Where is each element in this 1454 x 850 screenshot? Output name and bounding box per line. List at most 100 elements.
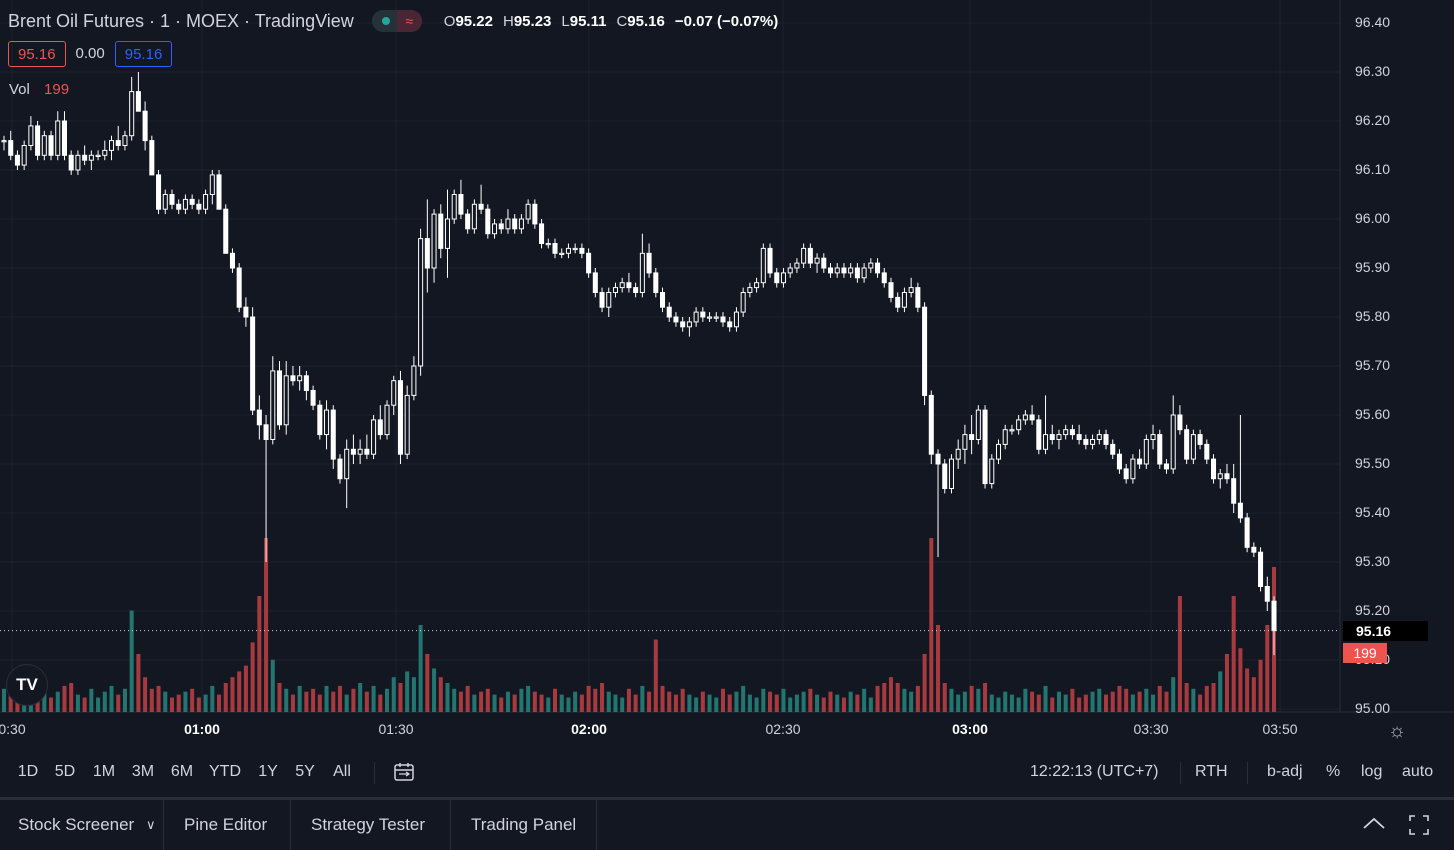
candle-up [606,292,612,308]
candle-up [492,223,498,235]
settings-gear-icon[interactable]: ☼ [1387,720,1407,742]
tab-pine-editor[interactable]: Pine Editor [164,800,291,850]
volume-bar [364,691,369,712]
volume-bar [203,694,208,712]
volume-legend[interactable]: Vol 199 [9,81,69,98]
ohlc-open: O95.22 [443,12,493,30]
volume-bar [169,697,175,712]
candle-down [1264,586,1270,602]
volume-bar [1070,688,1075,712]
candle-up [283,375,289,426]
candle-up [1002,429,1008,445]
volume-bar [875,685,880,712]
candle-down [1271,600,1277,632]
auto-toggle[interactable]: auto [1402,763,1434,780]
candle-up [901,292,907,308]
candle-down [969,434,975,441]
candle-up [1150,434,1156,441]
tab-label: Pine Editor [184,815,268,834]
candle-down [236,267,242,308]
candle-down [532,203,538,225]
volume-bar [835,694,840,712]
go-to-date-icon[interactable] [393,761,415,783]
volume-bar [1265,625,1270,712]
candle-up [1,140,7,143]
buy-price-button[interactable]: 95.16 [114,41,173,67]
range-button-ytd[interactable]: YTD [209,763,241,780]
candle-up [995,443,1002,460]
volume-bar [727,694,732,712]
volume-bar [1063,694,1068,712]
volume-bar [1077,697,1082,712]
candle-down [1137,458,1143,465]
range-button-1m[interactable]: 1M [92,763,116,780]
volume-bar [264,538,269,712]
candle-down [1237,502,1243,519]
volume-bar [438,677,443,712]
candle-down [875,262,881,274]
range-separator [1180,762,1181,784]
price-tick-label: 96.00 [1355,210,1391,226]
volume-bar [1144,688,1149,712]
range-button-5d[interactable]: 5D [54,763,76,780]
volume-bar [989,694,994,712]
symbol-title[interactable]: Brent Oil Futures · 1 · MOEX · TradingVi… [8,10,354,31]
range-button-5y[interactable]: 5Y [295,763,315,780]
candle-down [350,448,356,455]
session-toggle[interactable]: RTH [1195,763,1228,780]
volume-bar [250,642,255,712]
candle-down [142,110,148,142]
candle-down [216,174,222,210]
price-tick-label: 96.10 [1355,161,1391,177]
chevron-up-icon[interactable] [1362,814,1386,834]
candle-down [895,296,901,308]
candle-down [1177,414,1183,431]
volume-bar [1124,688,1129,712]
clock-timezone[interactable]: 12:22:13 (UTC+7) [1030,763,1159,780]
volume-bar [1130,694,1135,712]
range-button-3m[interactable]: 3M [131,763,155,780]
candle-up [1190,434,1196,460]
adjust-toggle[interactable]: b-adj [1267,763,1303,780]
candle-down [256,409,262,426]
volume-bar [1097,688,1102,712]
sell-price-button[interactable]: 95.16 [8,41,66,67]
tab-stock-screener[interactable]: Stock Screener [0,800,164,850]
log-toggle[interactable]: log [1361,763,1383,780]
candle-down [807,247,813,264]
fullscreen-icon[interactable] [1408,814,1430,836]
range-button-all[interactable]: All [333,763,351,780]
volume-bar [89,688,94,712]
volume-bar [1043,685,1048,712]
range-button-6m[interactable]: 6M [170,763,194,780]
tab-strategy-tester[interactable]: Strategy Tester [291,800,451,850]
volume-bar [1,688,7,712]
volume-bar [270,659,275,712]
volume-bar [210,685,215,712]
last-volume-label: 199 [1343,643,1387,663]
candle-down [149,140,155,176]
candle-up [55,120,61,156]
chart-area[interactable] [0,0,1454,796]
candle-up [868,262,874,269]
volume-bar [1251,677,1256,712]
volume-bar [284,688,289,712]
chevron-down-icon[interactable]: ∨ [146,817,156,832]
price-tick-label: 95.60 [1355,406,1391,422]
range-button-1d[interactable]: 1D [17,763,39,780]
market-status-pill[interactable]: ≈ [371,10,422,32]
candle-down [680,321,686,328]
candle-up [989,458,995,485]
tradingview-logo[interactable]: TV [6,664,48,706]
tab-trading-panel[interactable]: Trading Panel [451,800,597,850]
percent-toggle[interactable]: % [1326,763,1341,780]
range-button-1y[interactable]: 1Y [258,763,278,780]
volume-bar [559,694,564,712]
volume-bar [143,677,148,712]
candle-down [774,272,780,284]
candle-up [1063,429,1069,436]
candle-up [1009,429,1015,432]
volume-bar [1056,691,1061,712]
volume-bar [996,697,1001,712]
volume-bar [929,538,934,712]
